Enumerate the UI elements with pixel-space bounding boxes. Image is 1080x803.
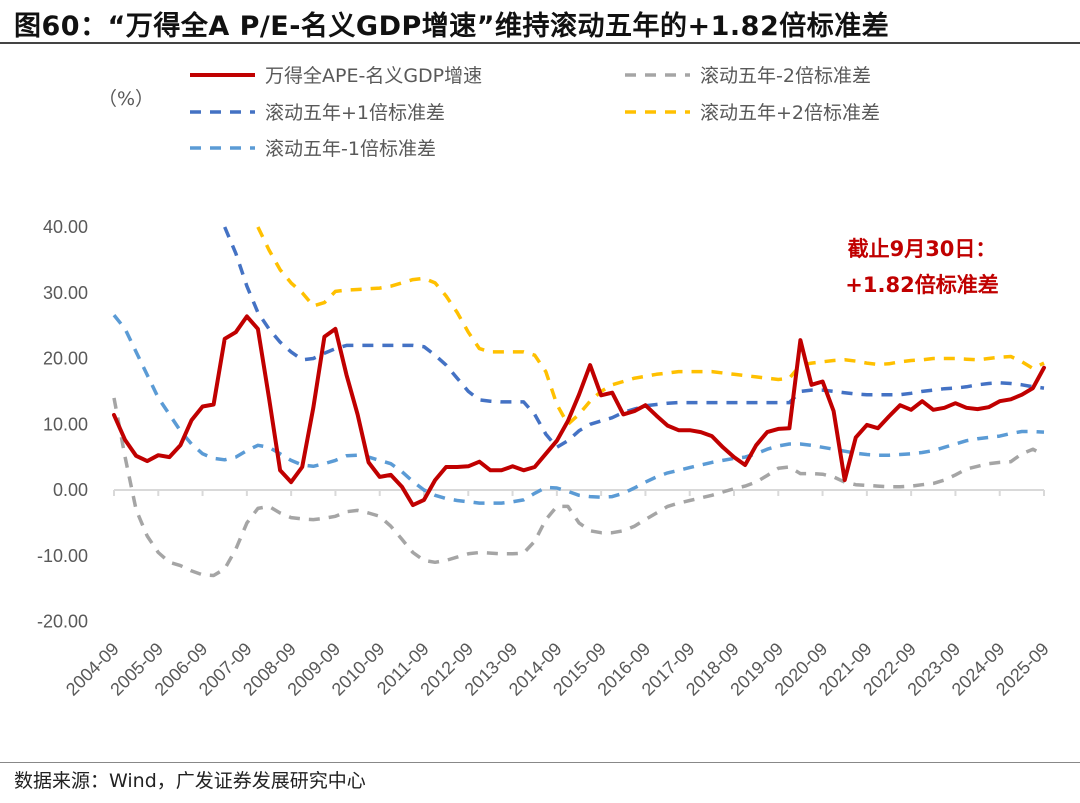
series-lines [112,226,1046,578]
annotation-line-1: 截止9月30日： [848,237,997,261]
legend-label-3: 滚动五年+2倍标准差 [700,102,880,124]
y-tick-label: 0.00 [53,480,88,500]
x-axis: 2004-092005-092006-092007-092008-092009-… [62,489,1053,700]
series-line-4 [112,314,1045,505]
legend-label-0: 万得全APE-名义GDP增速 [265,65,482,87]
y-tick-label: -10.00 [37,546,88,566]
series-line-3 [256,226,1045,427]
y-tick-label: 40.00 [43,217,88,237]
y-tick-label: 10.00 [43,414,88,434]
source-note: 数据来源：Wind，广发证券发展研究中心 [14,770,366,792]
y-tick-label: 20.00 [43,349,88,369]
source-divider [0,762,1080,763]
y-tick-label: 30.00 [43,283,88,303]
title-divider [0,42,1080,44]
y-axis: 40.00 30.00 20.00 10.00 0.00 -10.00 -20.00 [37,217,88,632]
legend-label-2: 滚动五年+1倍标准差 [265,102,445,124]
legend-label-4: 滚动五年-1倍标准差 [265,138,436,160]
series-line-1 [112,397,1045,578]
y-axis-unit: （%） [98,88,154,110]
annotation-line-2: +1.82倍标准差 [845,273,998,297]
legend-label-1: 滚动五年-2倍标准差 [700,65,871,87]
figure-title: 图60：“万得全A P/E-名义GDP增速”维持滚动五年的+1.82倍标准差 [14,11,890,42]
series-line-0 [112,314,1046,508]
y-tick-label: -20.00 [37,612,88,632]
